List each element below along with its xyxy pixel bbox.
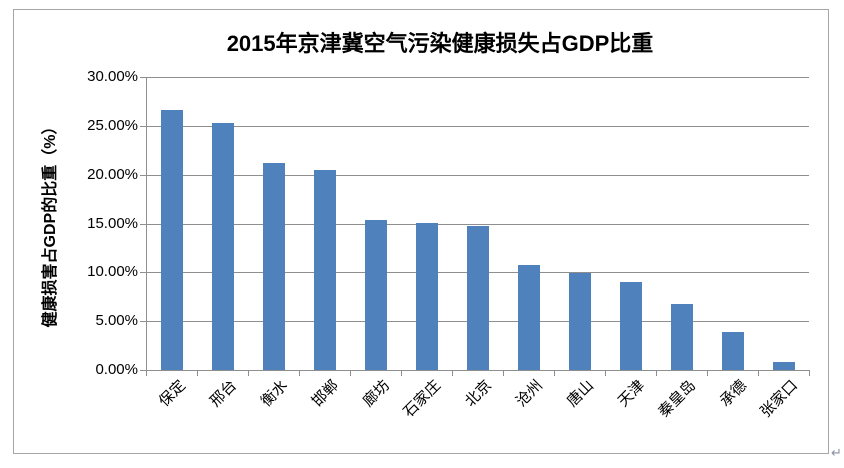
y-axis-tick (140, 77, 146, 78)
y-axis-tick (140, 126, 146, 127)
x-axis-line (146, 370, 810, 371)
y-axis-tick (140, 370, 146, 371)
bar-北京 (467, 226, 489, 370)
bar-秦皇岛 (671, 304, 693, 370)
x-axis-tick (503, 371, 504, 376)
gridline (146, 175, 809, 176)
bar-邢台 (212, 123, 234, 370)
gridline (146, 126, 809, 127)
bar-沧州 (518, 265, 540, 370)
bar-邯郸 (314, 170, 336, 370)
bar-唐山 (569, 273, 591, 370)
x-axis-tick (605, 371, 606, 376)
x-axis-tick (197, 371, 198, 376)
y-axis-tick-label: 20.00% (87, 166, 138, 183)
y-axis-tick-label: 25.00% (87, 117, 138, 134)
x-axis-tick (758, 371, 759, 376)
y-axis-tick-label: 5.00% (95, 312, 138, 329)
x-axis-tick (707, 371, 708, 376)
gridline (146, 224, 809, 225)
y-axis-tick-label: 30.00% (87, 68, 138, 85)
x-axis-tick (146, 371, 147, 376)
bar-廊坊 (365, 220, 387, 370)
y-axis-tick (140, 321, 146, 322)
y-axis-tick (140, 175, 146, 176)
x-axis-tick (401, 371, 402, 376)
y-axis-tick-label: 15.00% (87, 215, 138, 232)
y-axis-tick (140, 224, 146, 225)
x-axis-tick (656, 371, 657, 376)
bar-保定 (161, 110, 183, 370)
y-axis-title: 健康损害占GDP的比重（%） (42, 118, 59, 328)
bar-天津 (620, 282, 642, 370)
x-axis-tick (299, 371, 300, 376)
bar-张家口 (773, 362, 795, 370)
x-axis-tick (350, 371, 351, 376)
gridline (146, 77, 809, 78)
y-axis-line (146, 77, 147, 370)
bar-承德 (722, 332, 744, 370)
bar-石家庄 (416, 223, 438, 370)
chart-title: 2015年京津冀空气污染健康损失占GDP比重 (226, 31, 654, 56)
x-axis-tick (809, 371, 810, 376)
x-axis-tick (452, 371, 453, 376)
y-axis-tick (140, 272, 146, 273)
y-axis-tick-label: 10.00% (87, 263, 138, 280)
x-axis-tick (248, 371, 249, 376)
x-axis-tick (554, 371, 555, 376)
paragraph-return-icon: ↵ (831, 445, 842, 460)
y-axis-tick-label: 0.00% (95, 361, 138, 378)
bar-衡水 (263, 163, 285, 370)
